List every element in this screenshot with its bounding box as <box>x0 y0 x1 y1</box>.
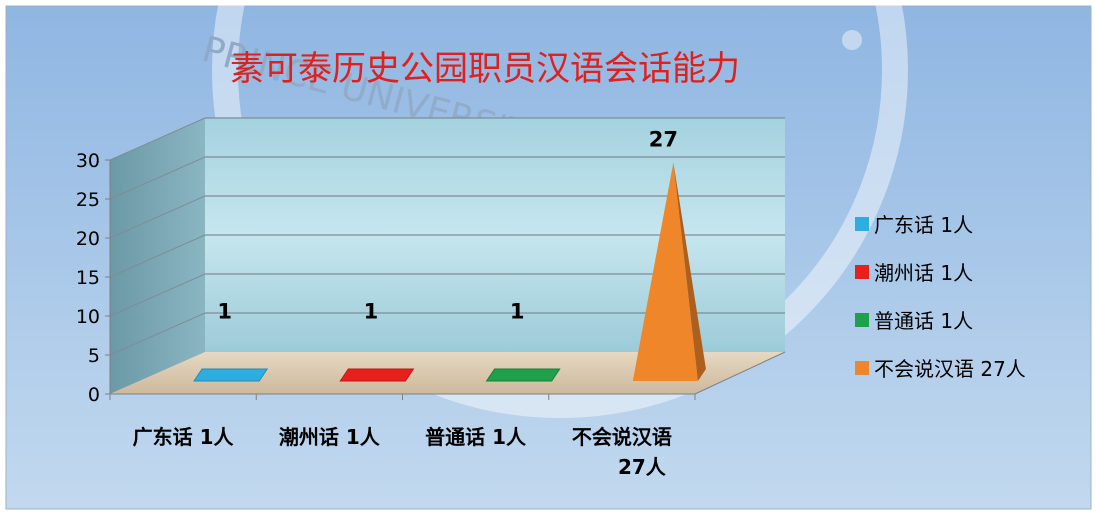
bar-face <box>673 162 706 381</box>
legend-item: 不会说汉语 27人 <box>855 357 1026 381</box>
y-tick-label: 25 <box>76 189 100 211</box>
legend-swatch <box>855 217 869 231</box>
bars <box>193 162 706 382</box>
data-label: 1 <box>510 299 525 323</box>
bar <box>339 368 415 382</box>
x-axis-labels: 广东话 1人 潮州话 1人 普通话 1人 不会说汉语 27人 <box>133 425 672 479</box>
x-tick-label: 潮州话 1人 <box>279 425 381 449</box>
gridline-side <box>109 195 206 239</box>
y-tick-label: 5 <box>88 345 100 367</box>
legend-item: 潮州话 1人 <box>855 261 973 285</box>
x-axis-ticks <box>109 394 696 400</box>
y-tick-label: 20 <box>76 228 100 250</box>
bar-face <box>193 368 269 382</box>
bar-face <box>339 368 415 382</box>
bar-face <box>485 368 561 382</box>
legend-label: 广东话 1人 <box>874 213 973 237</box>
legend-label: 不会说汉语 27人 <box>874 357 1026 381</box>
bar <box>193 368 269 382</box>
gridline-side <box>109 234 206 278</box>
data-labels: 1 1 1 27 <box>217 127 678 323</box>
x-tick-label: 不会说汉语 <box>572 425 672 449</box>
data-label: 1 <box>364 299 379 323</box>
y-tick-label: 10 <box>76 306 100 328</box>
y-tick-label: 15 <box>76 267 100 289</box>
legend-swatch <box>855 265 869 279</box>
legend-swatch <box>855 361 869 375</box>
bar <box>485 368 561 382</box>
gridline-side <box>109 312 206 356</box>
data-label: 27 <box>649 127 678 151</box>
legend-label: 普通话 1人 <box>874 309 973 333</box>
gridline-side <box>109 273 206 317</box>
plot-area: 0 5 10 15 20 25 30 1 1 1 27 <box>76 117 786 406</box>
x-tick-label: 27人 <box>618 455 667 479</box>
bar <box>632 162 706 381</box>
legend-swatch <box>855 313 869 327</box>
floor <box>110 352 785 394</box>
gridline-side <box>109 117 206 161</box>
floor-edge <box>694 351 786 395</box>
y-tick-label: 0 <box>88 384 100 406</box>
x-tick-label: 广东话 1人 <box>133 425 235 449</box>
legend-item: 普通话 1人 <box>855 309 973 333</box>
legend-item: 广东话 1人 <box>855 213 973 237</box>
y-axis-ticks: 0 5 10 15 20 25 30 <box>76 150 110 406</box>
legend-label: 潮州话 1人 <box>874 261 973 285</box>
bar-face <box>632 162 698 381</box>
y-tick-label: 30 <box>76 150 100 172</box>
x-tick-label: 普通话 1人 <box>425 425 527 449</box>
gridline-side <box>109 156 206 200</box>
chart-title: 素可泰历史公园职员汉语会话能力 <box>230 49 740 89</box>
data-label: 1 <box>217 299 232 323</box>
